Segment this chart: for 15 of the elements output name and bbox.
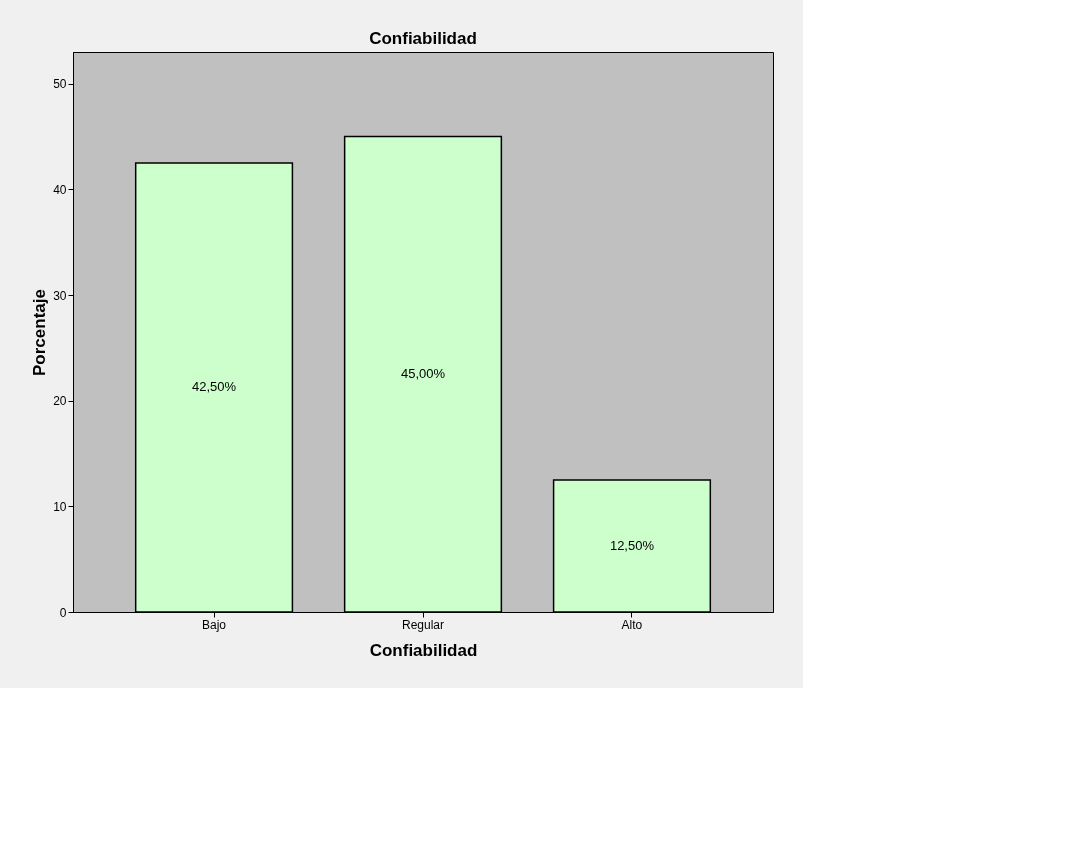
y-tick-label: 50 (53, 77, 67, 92)
data-label: 45,00% (400, 366, 446, 382)
data-label: 42,50% (192, 379, 237, 395)
y-tick-label: 10 (53, 499, 67, 514)
x-tick-label: Regular (401, 617, 445, 632)
x-tick-label: Bajo (202, 617, 227, 632)
y-tick-label: 20 (53, 394, 67, 409)
x-axis-title: Confiabilidad (369, 640, 478, 660)
x-tick-label: Alto (621, 617, 643, 632)
data-label: 12,50% (609, 537, 655, 553)
chart-title: Confiabilidad (369, 29, 477, 48)
y-tick-label: 0 (59, 605, 67, 620)
y-tick-label: 30 (53, 288, 67, 303)
y-tick-label: 40 (53, 182, 67, 197)
y-axis-title: Porcentaje (30, 289, 50, 376)
